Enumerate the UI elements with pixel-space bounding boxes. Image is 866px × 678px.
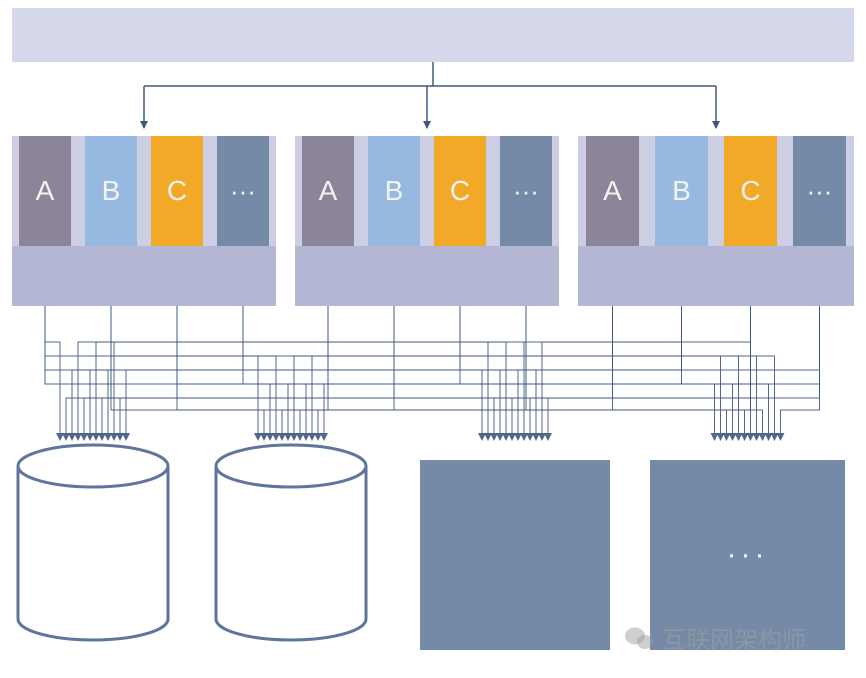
diagram-stage: ABC···ABC···ABC······互联网架构师 — [0, 0, 866, 673]
column-C: C — [434, 136, 485, 246]
block-lower — [295, 246, 559, 306]
bottom-square — [420, 460, 610, 650]
column-ellipsis: ··· — [793, 136, 847, 246]
wechat-icon — [624, 625, 654, 651]
column-C: C — [724, 136, 778, 246]
watermark-text: 互联网架构师 — [662, 620, 806, 655]
column-A: A — [19, 136, 70, 246]
column-A: A — [586, 136, 640, 246]
block-lower — [578, 246, 854, 306]
column-B: B — [85, 136, 136, 246]
block-lower — [12, 246, 276, 306]
column-B: B — [655, 136, 709, 246]
column-ellipsis: ··· — [217, 136, 268, 246]
column-B: B — [368, 136, 419, 246]
column-A: A — [302, 136, 353, 246]
watermark: 互联网架构师 — [624, 620, 806, 655]
header-bar — [12, 8, 854, 62]
column-C: C — [151, 136, 202, 246]
column-ellipsis: ··· — [500, 136, 551, 246]
